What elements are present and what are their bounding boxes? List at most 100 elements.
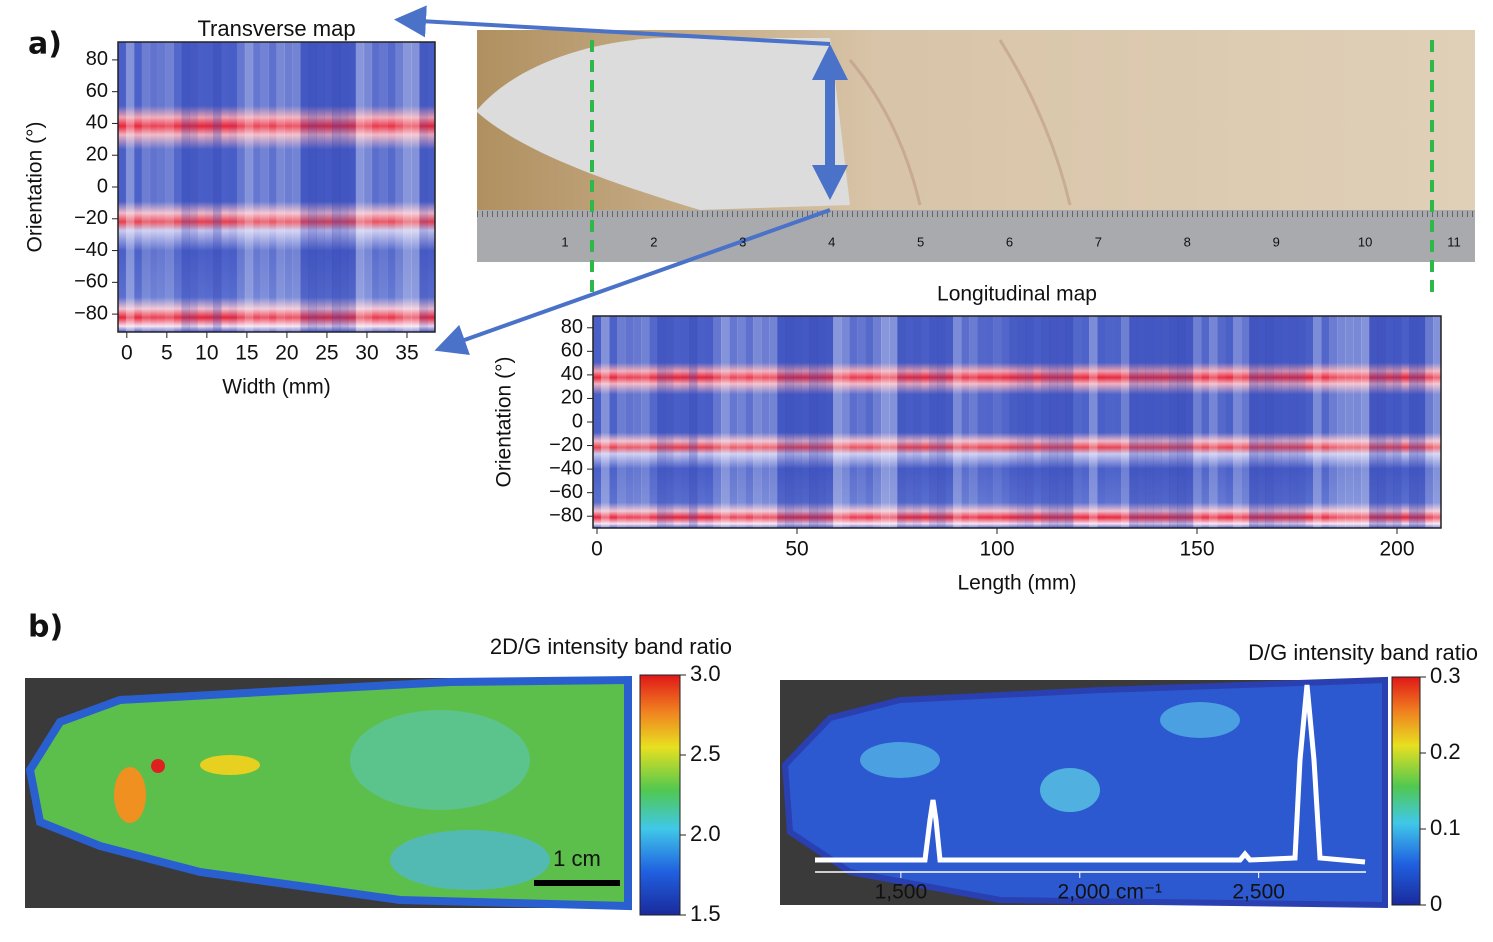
scale-bar-label: 1 cm bbox=[553, 846, 601, 871]
heatmap-texture bbox=[244, 42, 254, 332]
heatmap-texture bbox=[785, 316, 794, 528]
y-tick-label: 20 bbox=[561, 387, 583, 409]
heatmap-texture bbox=[141, 42, 151, 332]
2dg-map bbox=[25, 675, 632, 911]
x-tick-label: 20 bbox=[275, 342, 298, 365]
heatmap-texture bbox=[873, 316, 882, 528]
heatmap-texture bbox=[268, 42, 277, 332]
panel-label: a) bbox=[28, 27, 62, 62]
heatmap-texture bbox=[1433, 316, 1442, 528]
heatmap-texture bbox=[427, 42, 436, 332]
heatmap-texture bbox=[1049, 316, 1058, 528]
heatmap-texture bbox=[1193, 316, 1202, 528]
heatmap-texture bbox=[977, 316, 986, 528]
heatmap-texture bbox=[665, 316, 674, 528]
heatmap-texture bbox=[1401, 316, 1410, 528]
heatmap-texture bbox=[721, 316, 730, 528]
heatmap-texture bbox=[125, 42, 135, 332]
y-tick-label: 60 bbox=[561, 340, 583, 362]
heatmap-texture bbox=[1185, 316, 1194, 528]
heatmap-texture bbox=[1297, 316, 1306, 528]
heatmap-texture bbox=[1225, 316, 1234, 528]
heatmap-texture bbox=[1089, 316, 1098, 528]
heatmap-texture bbox=[1305, 316, 1314, 528]
heatmap-texture bbox=[1369, 316, 1378, 528]
heatmap-texture bbox=[347, 42, 357, 332]
x-tick-label: 0 bbox=[591, 538, 603, 561]
heatmap-texture bbox=[355, 42, 365, 332]
inset-x-tick-label: 1,500 bbox=[875, 881, 928, 904]
x-tick-label: 200 bbox=[1379, 538, 1414, 561]
x-tick-label: 0 bbox=[121, 342, 133, 365]
y-tick-label: 60 bbox=[86, 80, 108, 102]
heatmap-texture bbox=[865, 316, 874, 528]
ruler-label: 1 bbox=[561, 234, 568, 249]
heatmap-texture bbox=[753, 316, 762, 528]
heatmap-texture bbox=[260, 42, 270, 332]
ruler-label: 3 bbox=[739, 234, 746, 249]
heatmap-texture bbox=[371, 42, 381, 332]
heatmap-texture bbox=[1105, 316, 1114, 528]
chart-title: Transverse map bbox=[197, 16, 355, 41]
heatmap-texture bbox=[945, 316, 954, 528]
panel-label: b) bbox=[28, 610, 63, 645]
chart-title: Longitudinal map bbox=[937, 283, 1097, 306]
x-tick-label: 25 bbox=[315, 342, 338, 365]
heatmap-texture bbox=[1329, 316, 1338, 528]
colorbar-tick-label: 1.5 bbox=[690, 901, 721, 926]
heatmap-texture bbox=[905, 316, 914, 528]
heatmap-texture bbox=[165, 42, 174, 332]
heatmap-texture bbox=[411, 42, 420, 332]
ruler-label: 5 bbox=[917, 234, 924, 249]
x-tick-label: 30 bbox=[355, 342, 378, 365]
y-tick-label: −40 bbox=[74, 239, 108, 261]
chart-title: 2D/G intensity band ratio bbox=[490, 634, 732, 659]
heatmap-texture bbox=[292, 42, 301, 332]
heatmap-texture bbox=[189, 42, 198, 332]
heatmap-texture bbox=[809, 316, 818, 528]
arrows bbox=[394, 5, 848, 356]
ruler-label: 2 bbox=[650, 234, 657, 249]
heatmap-texture bbox=[213, 42, 222, 332]
heatmap-texture bbox=[221, 42, 229, 332]
colorbar bbox=[1391, 676, 1421, 906]
heatmap-texture bbox=[1417, 316, 1426, 528]
heatmap-texture bbox=[961, 316, 970, 528]
heatmap-texture bbox=[633, 316, 642, 528]
heatmap-texture bbox=[1001, 316, 1010, 528]
heatmap-texture bbox=[403, 42, 412, 332]
specimen-photo bbox=[477, 30, 1475, 262]
chart-title: D/G intensity band ratio bbox=[1248, 640, 1478, 665]
heatmap-texture bbox=[1153, 316, 1162, 528]
heatmap-texture bbox=[1257, 316, 1266, 528]
y-tick-label: −80 bbox=[74, 302, 108, 324]
inset-x-tick-label: 2,500 bbox=[1232, 881, 1285, 904]
heatmap-texture bbox=[777, 316, 786, 528]
heatmap-texture bbox=[857, 316, 866, 528]
heatmap-texture bbox=[1025, 316, 1034, 528]
heatmap-texture bbox=[236, 42, 246, 332]
heatmap-texture bbox=[689, 316, 698, 528]
y-tick-label: 80 bbox=[86, 48, 108, 70]
heatmap-texture bbox=[889, 316, 898, 528]
heatmap-texture bbox=[937, 316, 946, 528]
heatmap-texture bbox=[339, 42, 349, 332]
heatmap-texture bbox=[833, 316, 842, 528]
heatmap-texture bbox=[1041, 316, 1050, 528]
colorbar-tick-label: 0.3 bbox=[1430, 663, 1461, 688]
colorbar-tick-label: 2.5 bbox=[690, 741, 721, 766]
heatmap-texture bbox=[825, 316, 834, 528]
heatmap-texture bbox=[181, 42, 190, 332]
heatmap-texture bbox=[625, 316, 634, 528]
heatmap-texture bbox=[1393, 316, 1402, 528]
heatmap-texture bbox=[1033, 316, 1042, 528]
colorbar bbox=[639, 674, 681, 916]
heatmap-texture bbox=[1233, 316, 1242, 528]
heatmap-texture bbox=[601, 316, 610, 528]
y-axis-label: Orientation (°) bbox=[24, 122, 47, 253]
heatmap-texture bbox=[419, 42, 428, 332]
heatmap-texture bbox=[1017, 316, 1026, 528]
heatmap-texture bbox=[929, 316, 938, 528]
heatmap-texture bbox=[1321, 316, 1330, 528]
y-tick-label: 0 bbox=[572, 410, 583, 432]
